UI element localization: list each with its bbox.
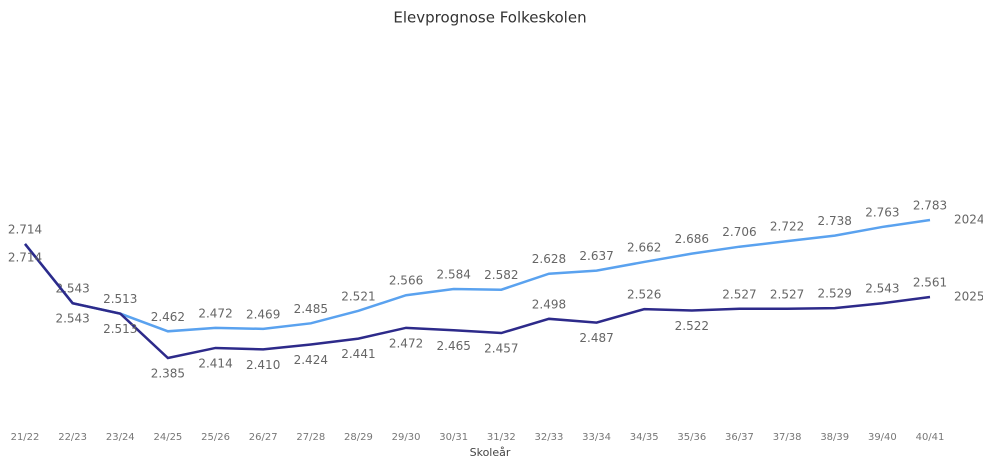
data-label: 2.469 bbox=[246, 307, 280, 321]
data-label: 2.706 bbox=[722, 225, 756, 239]
data-label: 2.513 bbox=[103, 322, 137, 336]
x-tick-label: 40/41 bbox=[916, 432, 945, 443]
x-tick-label: 34/35 bbox=[630, 432, 659, 443]
x-tick-label: 37/38 bbox=[773, 432, 802, 443]
data-label: 2.385 bbox=[151, 367, 185, 381]
data-label: 2.763 bbox=[865, 205, 899, 219]
data-label: 2.529 bbox=[818, 287, 852, 301]
legend-label: 2025 bbox=[954, 289, 983, 303]
data-label: 2.462 bbox=[151, 310, 185, 324]
x-tick-label: 38/39 bbox=[820, 432, 849, 443]
x-tick-label: 26/27 bbox=[249, 432, 278, 443]
data-label: 2.465 bbox=[437, 339, 471, 353]
x-tick-label: 24/25 bbox=[153, 432, 182, 443]
x-tick-label: 25/26 bbox=[201, 432, 230, 443]
data-label: 2.738 bbox=[818, 214, 852, 228]
x-tick-label: 28/29 bbox=[344, 432, 373, 443]
data-label: 2.527 bbox=[722, 287, 756, 301]
data-label: 2.526 bbox=[627, 288, 661, 302]
data-label: 2.472 bbox=[198, 306, 232, 320]
data-label: 2.783 bbox=[913, 199, 947, 213]
x-tick-label: 23/24 bbox=[106, 432, 135, 443]
data-label: 2.424 bbox=[294, 353, 328, 367]
line-2024 bbox=[24, 218, 931, 333]
x-tick-label: 21/22 bbox=[11, 432, 40, 443]
data-label: 2.561 bbox=[913, 275, 947, 289]
data-label: 2.714 bbox=[8, 222, 42, 236]
data-label: 2.521 bbox=[341, 289, 375, 303]
data-label: 2.410 bbox=[246, 358, 280, 372]
data-label: 2.441 bbox=[341, 347, 375, 361]
x-tick-label: 31/32 bbox=[487, 432, 516, 443]
data-label: 2.457 bbox=[484, 342, 518, 356]
data-label: 2.543 bbox=[865, 282, 899, 296]
x-tick-label: 27/28 bbox=[296, 432, 325, 443]
data-label: 2.485 bbox=[294, 302, 328, 316]
chart-title: Elevprognose Folkeskolen bbox=[393, 9, 586, 27]
data-label: 2.487 bbox=[579, 331, 613, 345]
data-label: 2.522 bbox=[675, 319, 709, 333]
data-label: 2.714 bbox=[8, 250, 42, 264]
data-label: 2.472 bbox=[389, 336, 423, 350]
x-axis-title: Skoleår bbox=[470, 446, 511, 459]
data-label: 2.513 bbox=[103, 292, 137, 306]
x-tick-label: 29/30 bbox=[392, 432, 421, 443]
data-label: 2.686 bbox=[675, 232, 709, 246]
data-label: 2.582 bbox=[484, 268, 518, 282]
data-label: 2.662 bbox=[627, 240, 661, 254]
x-tick-label: 33/34 bbox=[582, 432, 611, 443]
x-tick-label: 35/36 bbox=[677, 432, 706, 443]
legend-label: 2024 bbox=[954, 213, 983, 227]
data-label: 2.637 bbox=[579, 249, 613, 263]
data-label: 2.527 bbox=[770, 287, 804, 301]
x-tick-label: 22/23 bbox=[58, 432, 87, 443]
x-tick-label: 36/37 bbox=[725, 432, 754, 443]
data-label: 2.543 bbox=[55, 312, 89, 326]
x-tick-label: 39/40 bbox=[868, 432, 897, 443]
x-tick-label: 32/33 bbox=[535, 432, 564, 443]
data-label: 2.566 bbox=[389, 274, 423, 288]
data-label: 2.414 bbox=[198, 356, 232, 370]
data-label: 2.722 bbox=[770, 220, 804, 234]
data-label: 2.498 bbox=[532, 297, 566, 311]
data-label: 2.628 bbox=[532, 252, 566, 266]
x-tick-label: 30/31 bbox=[439, 432, 468, 443]
data-label: 2.584 bbox=[437, 268, 471, 282]
line-2025 bbox=[24, 243, 931, 360]
